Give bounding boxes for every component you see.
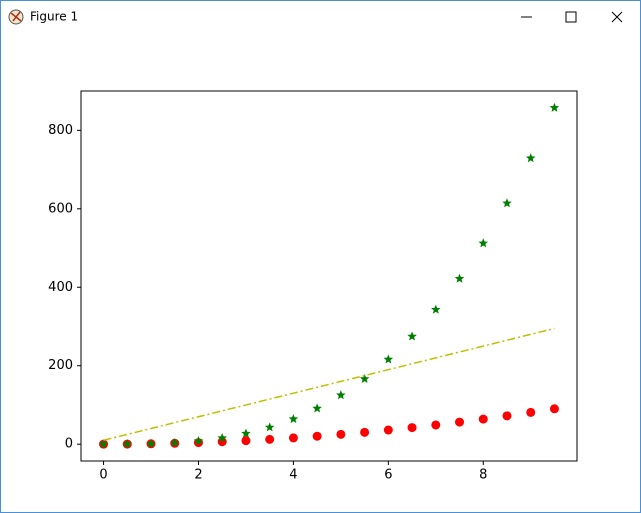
star-marker [549, 102, 560, 112]
star-marker [407, 331, 417, 341]
star-marker [241, 428, 251, 438]
maximize-button[interactable] [565, 11, 577, 23]
y-tick-label: 200 [48, 358, 73, 373]
circle-marker [549, 404, 559, 414]
star-marker [288, 414, 299, 424]
star-marker [502, 198, 512, 208]
circle-marker [455, 417, 465, 427]
star-marker [478, 238, 489, 248]
window-title: Figure 1 [30, 10, 78, 24]
x-tick-label: 4 [289, 468, 297, 483]
star-marker [312, 403, 322, 413]
close-button[interactable] [611, 11, 623, 23]
title-bar: Figure 1 [8, 9, 623, 25]
star-marker [264, 422, 275, 432]
y-tick-label: 600 [48, 201, 73, 216]
star-marker [146, 438, 156, 448]
circle-marker [478, 414, 488, 424]
y-tick-label: 400 [48, 280, 73, 295]
star-marker [525, 153, 536, 163]
star-marker [169, 437, 180, 447]
star-marker [193, 436, 204, 446]
circle-marker [288, 433, 298, 443]
circle-marker [265, 434, 275, 444]
line-series [103, 327, 555, 441]
star-marker [336, 390, 346, 400]
app-icon-glyph [10, 11, 22, 22]
star-marker [383, 354, 394, 364]
star-marker [359, 373, 370, 383]
circle-marker [312, 431, 322, 441]
x-tick-label: 8 [479, 468, 487, 483]
circle-marker [407, 423, 417, 433]
star-marker [98, 439, 109, 449]
y-tick-label: 800 [48, 123, 73, 138]
star-marker [217, 433, 227, 443]
star-marker [454, 273, 465, 283]
x-tick-label: 2 [194, 468, 202, 483]
circle-marker [241, 436, 251, 446]
axes-frame [80, 90, 578, 462]
x-tick-label: 0 [99, 468, 107, 483]
y-tick-label: 0 [65, 437, 73, 452]
circle-marker [360, 427, 370, 437]
star-marker [122, 439, 133, 449]
circle-marker [383, 425, 393, 435]
circle-marker [526, 407, 536, 417]
circle-marker [336, 429, 346, 439]
star-marker [431, 304, 441, 314]
circle-marker [431, 420, 441, 430]
circle-marker [502, 411, 512, 421]
x-tick-label: 6 [384, 468, 392, 483]
